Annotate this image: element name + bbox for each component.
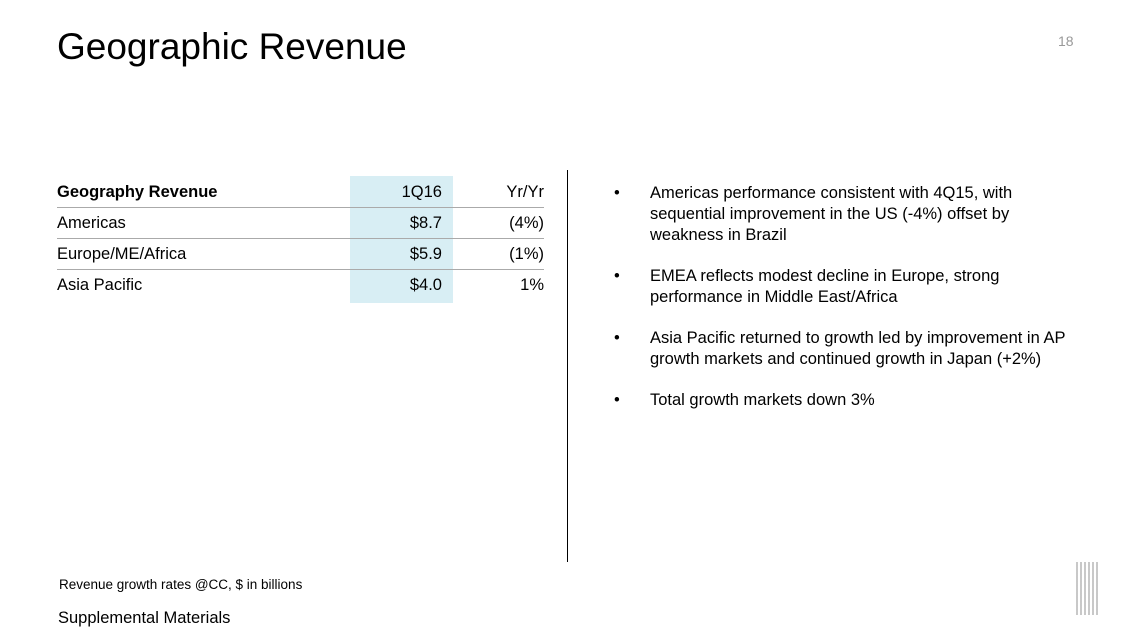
bullet-text: EMEA reflects modest decline in Europe, …: [650, 267, 1000, 306]
footer-label: Supplemental Materials: [58, 609, 231, 627]
bullet-icon: •: [614, 329, 620, 347]
ibm-logo: [1076, 562, 1098, 615]
bullet-text: Total growth markets down 3%: [650, 391, 875, 409]
row-yryr: (4%): [454, 207, 544, 239]
row-revenue: $8.7: [342, 207, 454, 239]
row-label: Asia Pacific: [57, 269, 342, 300]
row-revenue: $4.0: [342, 269, 454, 300]
row-label: Americas: [57, 207, 342, 239]
table-row: Asia Pacific $4.0 1%: [57, 269, 544, 300]
bullet-icon: •: [614, 391, 620, 409]
row-yryr: 1%: [454, 269, 544, 300]
bullet-text: Asia Pacific returned to growth led by i…: [650, 329, 1066, 368]
bullet-icon: •: [614, 267, 620, 285]
bullet-item: • Americas performance consistent with 4Q…: [612, 183, 1082, 246]
header-geography: Geography Revenue: [57, 182, 218, 201]
row-revenue: $5.9: [342, 238, 454, 270]
page-number: 18: [1058, 33, 1074, 49]
table-header: Geography Revenue 1Q16 Yr/Yr: [57, 177, 544, 208]
geography-revenue-table: Geography Revenue 1Q16 Yr/Yr Americas $8…: [57, 177, 544, 300]
bullet-list: • Americas performance consistent with 4Q…: [612, 183, 1082, 431]
header-1q16: 1Q16: [401, 182, 442, 201]
page-title: Geographic Revenue: [57, 26, 407, 67]
bullet-text: Americas performance consistent with 4Q1…: [650, 184, 1013, 244]
bullet-icon: •: [614, 184, 620, 202]
table-row: Europe/ME/Africa $5.9 (1%): [57, 238, 544, 270]
header-yryr: Yr/Yr: [506, 182, 544, 201]
bullet-item: • Asia Pacific returned to growth led by …: [612, 328, 1082, 370]
table-row: Americas $8.7 (4%): [57, 207, 544, 239]
row-yryr: (1%): [454, 238, 544, 270]
vertical-divider: [567, 170, 568, 562]
row-label: Europe/ME/Africa: [57, 238, 342, 270]
footnote: Revenue growth rates @CC, $ in billions: [59, 577, 303, 592]
bullet-item: • EMEA reflects modest decline in Europe,…: [612, 266, 1082, 308]
bullet-item: • Total growth markets down 3%: [612, 390, 1082, 411]
